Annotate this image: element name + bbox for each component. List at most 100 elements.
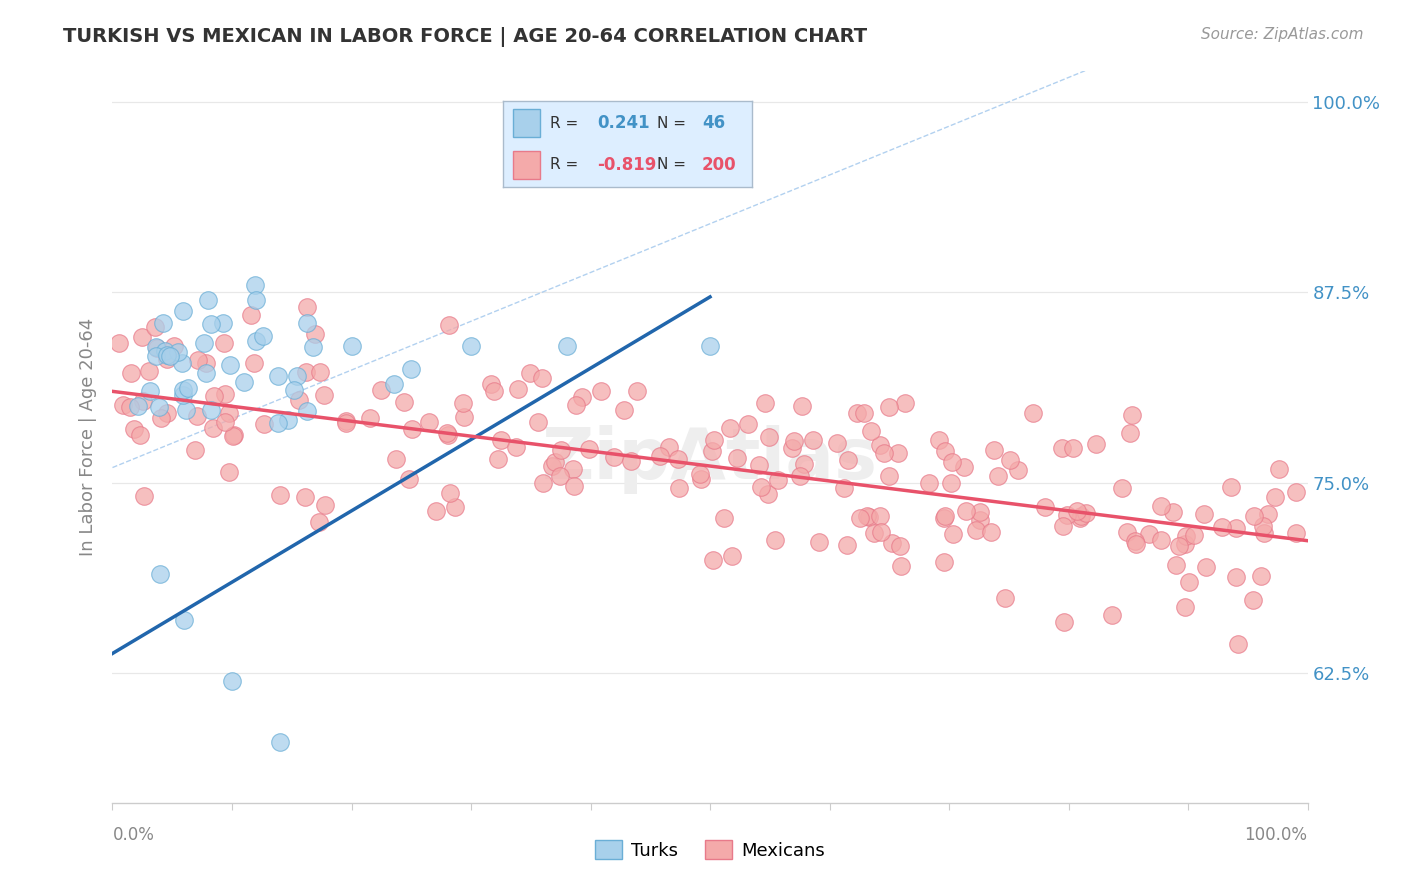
Point [304, 326, 326, 341]
Point [204, 389, 226, 403]
Point [877, 401, 900, 415]
Point [163, 339, 186, 353]
Point [294, 365, 316, 379]
Point [159, 349, 181, 363]
Point [1285, 526, 1308, 541]
Point [214, 336, 236, 351]
Point [754, 396, 776, 410]
Point [1125, 537, 1147, 551]
Point [849, 511, 872, 525]
Point [837, 452, 859, 467]
Point [187, 353, 209, 368]
Point [713, 511, 735, 525]
Text: 46: 46 [702, 114, 725, 132]
Point [197, 293, 219, 307]
Point [934, 508, 956, 523]
Point [837, 538, 859, 552]
Point [1137, 526, 1160, 541]
Point [214, 415, 236, 429]
Text: R =: R = [550, 158, 583, 172]
Point [1267, 462, 1289, 476]
Point [1123, 533, 1146, 548]
Point [276, 413, 298, 427]
Point [941, 455, 963, 469]
Point [853, 406, 876, 420]
Point [965, 524, 987, 538]
Point [1250, 569, 1272, 583]
Point [488, 452, 510, 467]
Point [453, 396, 475, 410]
Point [134, 489, 156, 503]
Point [132, 394, 155, 409]
Point [1253, 525, 1275, 540]
Point [1066, 503, 1088, 517]
Point [658, 440, 681, 454]
Point [666, 452, 689, 467]
Point [690, 472, 713, 486]
Point [460, 339, 482, 353]
Point [869, 508, 891, 523]
Point [548, 468, 571, 483]
Point [555, 339, 578, 353]
Point [749, 480, 772, 494]
Point [1111, 481, 1133, 495]
Point [531, 475, 554, 490]
Point [1177, 574, 1199, 589]
Point [1116, 525, 1139, 540]
Point [845, 407, 868, 421]
Point [887, 446, 910, 460]
Point [295, 316, 318, 330]
Point [699, 339, 721, 353]
Legend: Turks, Mexicans: Turks, Mexicans [588, 833, 832, 867]
Point [425, 504, 447, 518]
Point [873, 445, 896, 459]
Point [218, 465, 240, 479]
Point [1069, 511, 1091, 525]
Point [202, 421, 225, 435]
Point [482, 384, 505, 398]
Point [825, 436, 848, 450]
Point [131, 330, 153, 344]
Point [763, 533, 786, 547]
Point [221, 673, 243, 688]
Point [1167, 540, 1189, 554]
Text: TURKISH VS MEXICAN IN LABOR FORCE | AGE 20-64 CORRELATION CHART: TURKISH VS MEXICAN IN LABOR FORCE | AGE … [63, 27, 868, 46]
Point [541, 459, 564, 474]
Point [506, 382, 529, 396]
Text: N =: N = [657, 158, 692, 172]
Point [689, 467, 711, 481]
Point [869, 438, 891, 452]
Point [288, 392, 311, 407]
Point [172, 356, 194, 370]
Point [983, 443, 1005, 458]
Point [934, 555, 956, 569]
Point [918, 476, 941, 491]
Point [1241, 593, 1264, 607]
Point [392, 395, 415, 409]
Point [1062, 441, 1084, 455]
Point [702, 552, 724, 566]
Point [942, 526, 965, 541]
Point [1101, 608, 1123, 623]
Point [479, 376, 502, 391]
Point [1174, 600, 1197, 615]
Point [550, 442, 572, 457]
Text: 0.0%: 0.0% [112, 826, 155, 844]
Point [222, 427, 245, 442]
Point [603, 450, 626, 465]
Point [145, 349, 167, 363]
Point [1021, 406, 1043, 420]
FancyBboxPatch shape [513, 110, 540, 137]
Point [269, 735, 291, 749]
Point [172, 388, 194, 402]
Point [1070, 508, 1092, 523]
Point [172, 383, 194, 397]
Point [1074, 506, 1097, 520]
Point [437, 428, 460, 442]
Point [858, 509, 880, 524]
Text: N =: N = [657, 116, 692, 131]
Point [561, 461, 583, 475]
Point [969, 513, 991, 527]
Point [150, 410, 173, 425]
Point [941, 476, 963, 491]
